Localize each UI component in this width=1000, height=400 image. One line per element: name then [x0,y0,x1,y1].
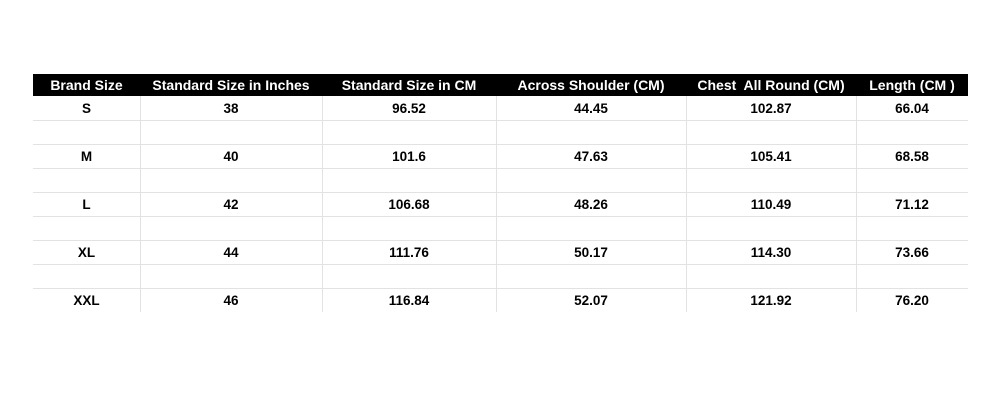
row-divider [33,240,968,241]
table-cell: 52.07 [574,292,608,308]
column-header: Brand Size [33,74,140,96]
table-cell: M [80,148,93,164]
column-header: Standard Size in CM [322,74,496,96]
row-divider [33,288,968,289]
table-cell: XL [77,244,96,260]
table-cell: 110.49 [750,196,792,212]
column-divider [496,96,497,312]
column-header: Standard Size in Inches [140,74,322,96]
table-cell: 68.58 [895,148,929,164]
table-cell: 114.30 [750,244,792,260]
table-cell: 102.87 [750,100,792,116]
table-cell: 76.20 [895,292,929,308]
table-cell: 44 [223,244,239,260]
column-divider [856,96,857,312]
table-cell: 116.84 [388,292,430,308]
table-cell: 44.45 [574,100,608,116]
table-cell: L [82,196,91,212]
column-divider [686,96,687,312]
row-divider [33,264,968,265]
table-cell: 105.41 [750,148,792,164]
row-divider [33,216,968,217]
table-cell: 50.17 [574,244,608,260]
row-divider [33,168,968,169]
table-cell: 73.66 [895,244,929,260]
row-divider [33,120,968,121]
table-cell: 106.68 [388,196,430,212]
table-cell: 96.52 [392,100,426,116]
table-cell: 66.04 [895,100,929,116]
column-divider [322,96,323,312]
table-cell: 38 [223,100,239,116]
row-divider [33,192,968,193]
table-cell: 42 [223,196,239,212]
table-cell: 121.92 [750,292,792,308]
row-divider [33,144,968,145]
table-cell: 101.6 [392,148,426,164]
column-divider [140,96,141,312]
table-cell: 47.63 [574,148,608,164]
table-cell: 40 [223,148,239,164]
table-cell: 111.76 [389,244,429,260]
table-cell: 48.26 [574,196,608,212]
column-header: Across Shoulder (CM) [496,74,686,96]
column-header: Chest All Round (CM) [686,74,856,96]
column-header: Length (CM ) [856,74,968,96]
table-cell: 46 [223,292,239,308]
table-cell: 71.12 [895,196,929,212]
table-cell: S [81,100,91,116]
table-cell: XXL [73,292,100,308]
